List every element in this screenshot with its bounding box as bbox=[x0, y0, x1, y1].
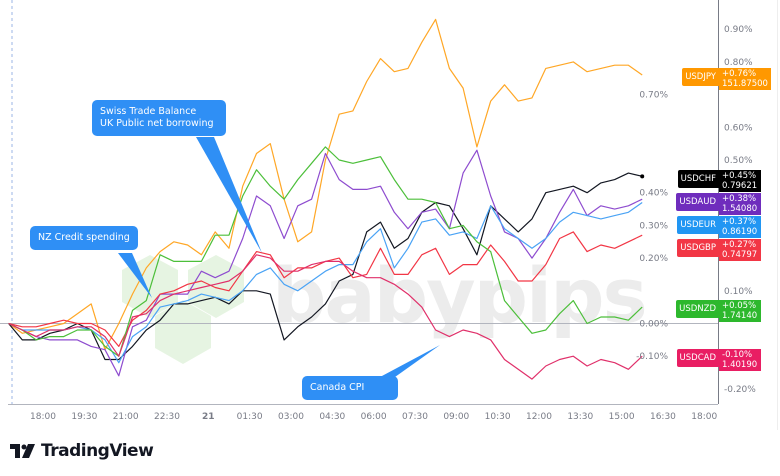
y-tick-label: 0.20% bbox=[639, 254, 668, 264]
series-line-usdchf[interactable] bbox=[8, 172, 643, 361]
callout-text: Swiss Trade Balance bbox=[100, 106, 197, 117]
symbol-label: USDCHF bbox=[677, 170, 719, 188]
series-line-usdnzd[interactable] bbox=[8, 146, 643, 357]
watermark-text: babypips bbox=[272, 251, 646, 340]
y-tick-label: 0.80% bbox=[724, 58, 753, 68]
price-values: +0.37% 0.86190 bbox=[719, 216, 761, 238]
percent-change: +0.76% bbox=[722, 69, 757, 79]
last-price: 151.87500 bbox=[722, 79, 768, 89]
tradingview-logo[interactable]: TradingView bbox=[10, 441, 154, 461]
symbol-label: USDNZD bbox=[676, 300, 719, 318]
x-tick-label: 19:30 bbox=[71, 412, 97, 422]
percent-change: +0.37% bbox=[722, 217, 757, 227]
y-tick-label: 0.70% bbox=[639, 91, 668, 101]
tradingview-logo-icon bbox=[10, 444, 35, 458]
series-line-usdeur[interactable] bbox=[8, 202, 643, 364]
x-tick-label: 12:00 bbox=[526, 412, 552, 422]
event-callout[interactable]: Swiss Trade Balance UK Public net borrowi… bbox=[92, 100, 226, 136]
x-tick-label: 22:30 bbox=[154, 412, 180, 422]
last-point-marker bbox=[640, 174, 645, 179]
callout-text: Canada CPI bbox=[310, 382, 365, 393]
x-tick-label: 07:30 bbox=[402, 412, 428, 422]
symbol-label: USDGBP bbox=[677, 239, 719, 257]
event-callout[interactable]: Canada CPI bbox=[302, 376, 398, 400]
percent-change: +0.27% bbox=[722, 240, 757, 250]
x-tick-label: 21:00 bbox=[113, 412, 139, 422]
last-price: 1.40190 bbox=[722, 360, 758, 370]
symbol-label: USDEUR bbox=[677, 216, 719, 234]
x-tick-label: 18:00 bbox=[30, 412, 56, 422]
last-price: 0.74797 bbox=[722, 250, 758, 260]
percent-change: +0.38% bbox=[722, 194, 757, 204]
x-tick-label: 10:30 bbox=[485, 412, 511, 422]
x-tick-label: 03:00 bbox=[278, 412, 304, 422]
price-values: +0.45% 0.79621 bbox=[719, 170, 761, 192]
y-tick-label: 0.60% bbox=[724, 123, 753, 133]
series-line-usdaud[interactable] bbox=[8, 149, 643, 377]
y-tick-label: 0.90% bbox=[724, 25, 753, 35]
price-values: +0.05% 1.74140 bbox=[719, 300, 761, 322]
y-tick-label: 0.00% bbox=[639, 320, 668, 330]
symbol-label: USDCAD bbox=[676, 349, 719, 367]
y-tick-label: 0.30% bbox=[639, 221, 668, 231]
last-price: 0.86190 bbox=[722, 227, 758, 237]
last-price: 1.54080 bbox=[722, 204, 758, 214]
callout-pointer bbox=[196, 137, 262, 253]
y-tick-label: 0.10% bbox=[724, 287, 753, 297]
price-axis[interactable]: 0.90% 0.80% 0.70% 0.60% 0.50% 0.40% 0.30% 0.20%… bbox=[636, 25, 756, 395]
x-tick-label: 04:30 bbox=[319, 412, 345, 422]
callout-text: NZ Credit spending bbox=[38, 232, 130, 243]
percent-change: -0.10% bbox=[722, 350, 753, 360]
percent-change: +0.45% bbox=[722, 171, 757, 181]
x-tick-label: 21 bbox=[202, 412, 215, 422]
symbol-label: USDJPY bbox=[682, 68, 719, 86]
watermark-hexagon bbox=[155, 300, 211, 364]
event-callout[interactable]: NZ Credit spending bbox=[30, 226, 138, 250]
last-price: 0.79621 bbox=[722, 181, 758, 191]
y-tick-label: 0.40% bbox=[639, 189, 668, 199]
x-tick-label: 09:00 bbox=[443, 412, 469, 422]
price-values: +0.27% 0.74797 bbox=[719, 239, 761, 261]
x-tick-label: 13:30 bbox=[567, 412, 593, 422]
series-line-usdjpy[interactable] bbox=[8, 18, 643, 351]
last-price: 1.74140 bbox=[722, 311, 758, 321]
callout-text: UK Public net borrowing bbox=[100, 118, 214, 129]
x-tick-label: 18:00 bbox=[691, 412, 717, 422]
x-tick-label: 15:00 bbox=[609, 412, 635, 422]
x-tick-label: 01:30 bbox=[237, 412, 263, 422]
series-line-usdcad[interactable] bbox=[8, 254, 643, 380]
x-tick-label: 16:30 bbox=[650, 412, 676, 422]
percent-change: +0.05% bbox=[722, 301, 757, 311]
price-values: +0.38% 1.54080 bbox=[719, 193, 761, 215]
y-tick-label: -0.10% bbox=[636, 352, 668, 362]
symbol-label: USDAUD bbox=[676, 193, 719, 211]
callout-pointer bbox=[380, 345, 440, 377]
y-tick-label: 0.50% bbox=[724, 156, 753, 166]
time-axis[interactable]: 18:00 19:30 21:00 22:30 21 01:30 03:00 04:30 06:… bbox=[30, 412, 717, 422]
y-tick-label: -0.20% bbox=[724, 385, 756, 395]
brand-name: TradingView bbox=[41, 441, 154, 461]
watermark: babypips bbox=[122, 251, 648, 364]
callout-pointer bbox=[118, 253, 152, 298]
price-values: -0.10% 1.40190 bbox=[719, 349, 761, 371]
price-values: +0.76% 151.87500 bbox=[719, 68, 771, 90]
x-tick-label: 06:00 bbox=[361, 412, 387, 422]
